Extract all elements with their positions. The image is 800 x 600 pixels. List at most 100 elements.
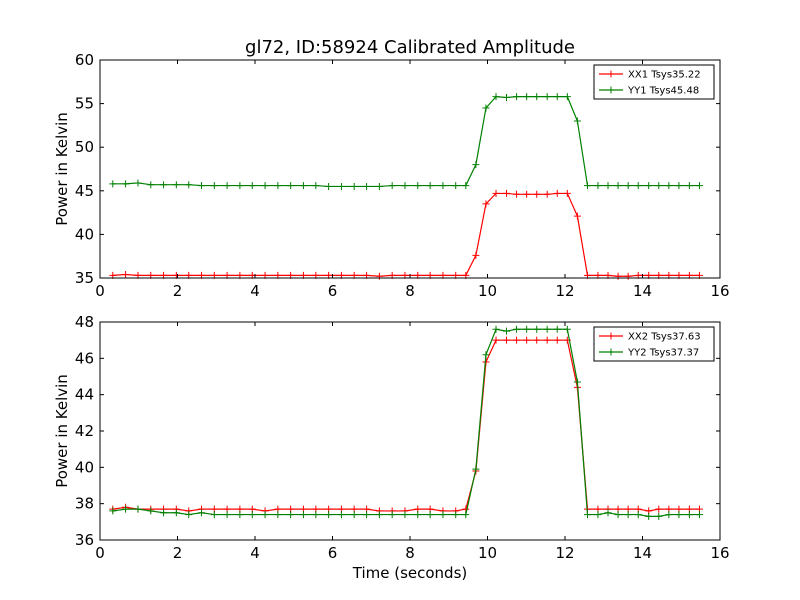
data-point-marker	[375, 272, 383, 280]
data-point-marker	[134, 505, 142, 513]
legend-marker	[607, 70, 615, 78]
series-xx	[109, 336, 703, 515]
data-point-marker	[122, 505, 130, 513]
data-point-marker	[502, 189, 510, 197]
data-point-marker	[624, 511, 632, 519]
data-point-marker	[462, 511, 470, 519]
x-tick-label: 0	[95, 544, 105, 562]
legend-box	[593, 64, 715, 100]
x-tick-label: 16	[710, 544, 729, 562]
x-tick-label: 12	[555, 544, 574, 562]
data-point-marker	[665, 511, 673, 519]
series-line	[112, 192, 700, 277]
data-point-marker	[109, 507, 117, 515]
data-point-marker	[172, 181, 180, 189]
legend-label: XX2 Tsys37.63	[628, 332, 701, 343]
data-point-marker	[573, 212, 581, 220]
data-point-marker	[375, 511, 383, 519]
data-point-marker	[147, 181, 155, 189]
y-tick-label: 45	[75, 182, 94, 200]
data-point-marker	[472, 161, 480, 169]
data-point-marker	[482, 351, 490, 359]
data-point-marker	[533, 325, 541, 333]
x-tick-label: 16	[710, 282, 729, 300]
data-point-marker	[122, 271, 130, 279]
x-tick-label: 6	[328, 282, 338, 300]
data-point-marker	[274, 182, 282, 190]
data-point-marker	[492, 336, 500, 344]
data-point-marker	[236, 182, 244, 190]
data-point-marker	[452, 511, 460, 519]
data-point-marker	[299, 511, 307, 519]
data-point-marker	[401, 182, 409, 190]
data-point-marker	[685, 511, 693, 519]
chart-panel-top: gl72, ID:58924 Calibrated Amplitude Powe…	[53, 37, 730, 300]
y-tick-label: 44	[75, 386, 94, 404]
y-tick-label: 60	[75, 51, 94, 69]
data-point-marker	[543, 190, 551, 198]
data-point-marker	[287, 511, 295, 519]
data-point-marker	[492, 325, 500, 333]
data-point-marker	[513, 190, 521, 198]
data-point-marker	[363, 511, 371, 519]
data-point-marker	[210, 182, 218, 190]
series-yy	[109, 325, 703, 520]
data-point-marker	[185, 181, 193, 189]
x-tick-label: 14	[633, 282, 652, 300]
series-line	[112, 339, 700, 512]
x-tick-label: 2	[173, 282, 183, 300]
data-point-marker	[543, 325, 551, 333]
data-point-marker	[594, 182, 602, 190]
data-point-marker	[543, 336, 551, 344]
data-point-marker	[675, 182, 683, 190]
x-tick-label: 8	[405, 544, 415, 562]
data-point-marker	[325, 182, 333, 190]
data-point-marker	[502, 93, 510, 101]
data-point-marker	[388, 182, 396, 190]
x-tick-label: 6	[328, 544, 338, 562]
legend-label: XX1 Tsys35.22	[628, 70, 701, 81]
data-point-marker	[223, 182, 231, 190]
legend-label: YY2 Tsys37.37	[627, 348, 699, 359]
data-point-marker	[223, 511, 231, 519]
data-point-marker	[533, 190, 541, 198]
x-tick-label: 8	[405, 282, 415, 300]
data-point-marker	[462, 182, 470, 190]
data-point-marker	[439, 182, 447, 190]
x-tick-label: 14	[633, 544, 652, 562]
data-point-marker	[604, 182, 612, 190]
data-point-marker	[594, 511, 602, 519]
y-tick-label: 55	[75, 95, 94, 113]
data-point-marker	[655, 512, 663, 520]
data-point-marker	[299, 182, 307, 190]
data-point-marker	[172, 509, 180, 517]
data-point-marker	[563, 325, 571, 333]
data-point-marker	[414, 511, 422, 519]
data-point-marker	[492, 93, 500, 101]
data-point-marker	[236, 511, 244, 519]
data-point-marker	[573, 117, 581, 125]
legend: XX1 Tsys35.22 YY1 Tsys45.48	[593, 64, 715, 100]
legend-label: YY1 Tsys45.48	[627, 86, 699, 97]
data-point-marker	[337, 511, 345, 519]
data-point-marker	[122, 180, 130, 188]
data-point-marker	[274, 511, 282, 519]
data-point-marker	[312, 511, 320, 519]
data-point-marker	[160, 509, 168, 517]
y-tick-label: 36	[75, 531, 94, 549]
data-point-marker	[198, 509, 206, 517]
data-point-marker	[553, 93, 561, 101]
x-tick-label: 4	[250, 544, 260, 562]
data-point-marker	[261, 182, 269, 190]
y-tick-label: 48	[75, 313, 94, 331]
data-point-marker	[553, 325, 561, 333]
y-tick-label: 42	[75, 422, 94, 440]
data-point-marker	[655, 182, 663, 190]
data-point-marker	[614, 182, 622, 190]
y-tick-label: 40	[75, 225, 94, 243]
data-point-marker	[198, 182, 206, 190]
legend-marker	[607, 86, 615, 94]
x-tick-label: 12	[555, 282, 574, 300]
data-point-marker	[513, 336, 521, 344]
data-point-marker	[325, 511, 333, 519]
